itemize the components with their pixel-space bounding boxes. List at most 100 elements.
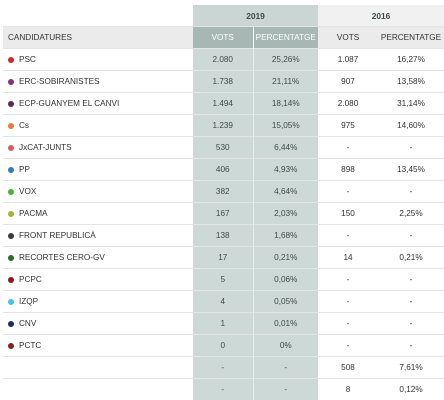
column-header-row: CANDIDATURES VOTS PERCENTATGE VOTS PERCE… — [3, 26, 444, 49]
percentage-2019-cell: 25,26% — [252, 48, 319, 71]
party-color-dot-icon — [8, 276, 14, 283]
party-label: PCTC — [3, 335, 193, 356]
percentage-2019-cell: 15,05% — [252, 114, 319, 137]
table-row: JxCAT-JUNTS 530 6,44% - - — [3, 136, 444, 159]
percentage-2019-cell: 0,01% — [252, 312, 319, 335]
table-row: - -508 7,61% — [3, 356, 444, 379]
party-name: PCPC — [19, 275, 42, 284]
votes-2016-cell: - — [318, 136, 379, 159]
table-row: CNV 1 0,01% - - — [3, 312, 444, 335]
candidature-cell: VOX — [3, 180, 193, 203]
candidature-cell: PCTC — [3, 334, 193, 357]
percentage-2019-cell: 0,21% — [252, 246, 319, 269]
candidature-cell: PACMA — [3, 202, 193, 225]
party-color-dot-icon — [8, 144, 14, 151]
party-name: Cs — [19, 121, 30, 130]
votes-2019-cell: 4 — [193, 290, 253, 313]
votes-2016-cell: 907 — [318, 70, 379, 93]
table-row: ECP-GUANYEM EL CANVI 1.494 18,14% 2.080 31,1… — [3, 92, 444, 115]
party-name: ECP-GUANYEM EL CANVI — [19, 99, 120, 108]
votes-2019-cell: 382 — [193, 180, 253, 203]
candidature-cell — [3, 356, 193, 379]
percentage-2016-cell: - — [378, 334, 444, 357]
party-label: PACMA — [3, 203, 193, 224]
party-name: RECORTES CERO-GV — [19, 253, 105, 262]
party-name: PCTC — [19, 341, 42, 350]
party-label — [3, 357, 193, 378]
votes-2016-header: VOTS — [318, 26, 379, 49]
table-row: RECORTES CERO-GV 17 0,21% 14 0,21% — [3, 246, 444, 269]
candidature-cell: ERC-SOBIRANISTES — [3, 70, 193, 93]
party-name: PACMA — [19, 209, 48, 218]
votes-2019-cell: 0 — [193, 334, 253, 357]
votes-2016-cell: 150 — [318, 202, 379, 225]
party-name: JxCAT-JUNTS — [19, 143, 72, 152]
party-label: VOX — [3, 181, 193, 202]
votes-2016-cell: 2.080 — [318, 92, 379, 115]
votes-2019-cell: - — [193, 378, 253, 400]
candidatures-header: CANDIDATURES — [3, 26, 193, 49]
percentage-2016-cell: 14,60% — [378, 114, 444, 137]
percentage-2019-cell: 21,11% — [252, 70, 319, 93]
percentage-2016-cell: 13,45% — [378, 158, 444, 181]
votes-2016-cell: 508 — [318, 356, 379, 379]
party-label: JxCAT-JUNTS — [3, 137, 193, 158]
party-label: RECORTES CERO-GV — [3, 247, 193, 268]
percentage-2019-cell: - — [252, 356, 319, 379]
percentage-2019-cell: 4,93% — [252, 158, 319, 181]
percentage-2019-cell: - — [252, 378, 319, 400]
percentage-2016-cell: 16,27% — [378, 48, 444, 71]
party-color-dot-icon — [8, 210, 14, 217]
percentage-2019-header: PERCENTATGE — [252, 26, 319, 49]
table-row: PP 406 4,93% 898 13,45% — [3, 158, 444, 181]
votes-2019-cell: 2.080 — [193, 48, 253, 71]
party-color-dot-icon — [8, 166, 14, 173]
percentage-2019-cell: 0% — [252, 334, 319, 357]
votes-2019-cell: 1.738 — [193, 70, 253, 93]
party-label: ERC-SOBIRANISTES — [3, 71, 193, 92]
votes-2019-cell: 1.239 — [193, 114, 253, 137]
party-name: PP — [19, 165, 30, 174]
candidature-cell: RECORTES CERO-GV — [3, 246, 193, 269]
votes-2019-header: VOTS — [193, 26, 253, 49]
table-row: IZQP 4 0,05% - - — [3, 290, 444, 313]
election-results-table: 2019 2016 CANDIDATURES VOTS PERCENTATGE … — [3, 5, 444, 400]
votes-2019-cell: 1.494 — [193, 92, 253, 115]
percentage-2016-header: PERCENTATGE — [378, 26, 444, 49]
party-name: ERC-SOBIRANISTES — [19, 77, 100, 86]
table-row: FRONT REPUBLICÀ 138 1,68% - - — [3, 224, 444, 247]
votes-2019-cell: 406 — [193, 158, 253, 181]
percentage-2019-cell: 1,68% — [252, 224, 319, 247]
candidature-cell — [3, 378, 193, 400]
votes-2016-cell: - — [318, 180, 379, 203]
party-color-dot-icon — [8, 254, 14, 261]
percentage-2016-cell: - — [378, 136, 444, 159]
percentage-2016-cell: 7,61% — [378, 356, 444, 379]
votes-2016-cell: 1.087 — [318, 48, 379, 71]
votes-2019-cell: - — [193, 356, 253, 379]
votes-2016-cell: - — [318, 268, 379, 291]
percentage-2019-cell: 2,03% — [252, 202, 319, 225]
table-row: - -8 0,12% — [3, 378, 444, 400]
party-name: VOX — [19, 187, 37, 196]
year-2016-header: 2016 — [318, 5, 444, 27]
party-label: Cs — [3, 115, 193, 136]
party-name: IZQP — [19, 297, 39, 306]
party-color-dot-icon — [8, 320, 14, 327]
percentage-2016-cell: 13,58% — [378, 70, 444, 93]
table-row: VOX 382 4,64% - - — [3, 180, 444, 203]
percentage-2019-cell: 18,14% — [252, 92, 319, 115]
votes-2016-cell: - — [318, 290, 379, 313]
candidature-cell: JxCAT-JUNTS — [3, 136, 193, 159]
votes-2016-cell: 898 — [318, 158, 379, 181]
table-row: ERC-SOBIRANISTES 1.738 21,11% 907 13,58% — [3, 70, 444, 93]
party-color-dot-icon — [8, 100, 14, 107]
votes-2016-cell: 8 — [318, 378, 379, 400]
party-label: CNV — [3, 313, 193, 334]
party-label: PSC — [3, 49, 193, 70]
party-color-dot-icon — [8, 122, 14, 129]
party-name: CNV — [19, 319, 37, 328]
percentage-2016-cell: 0,12% — [378, 378, 444, 400]
party-name: FRONT REPUBLICÀ — [19, 231, 96, 240]
